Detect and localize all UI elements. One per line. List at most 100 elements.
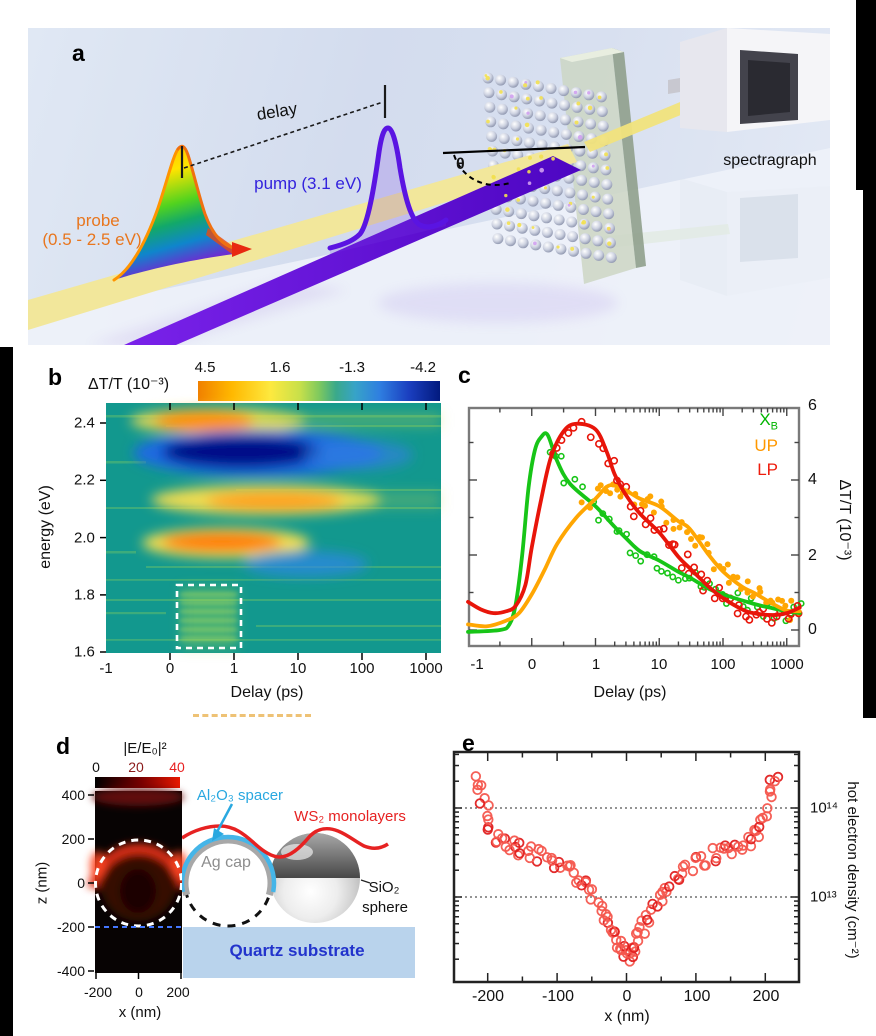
probe-beam [28,144,577,330]
c-xtick: 100 [710,656,736,673]
b-xtick: -1 [99,660,113,677]
e-ytick: 10¹⁴ [810,799,839,817]
b-xtick: 10 [289,660,307,677]
c-ytick: 4 [808,471,817,488]
panel-e-label: e [462,730,475,756]
b-dashed-roi [175,583,243,650]
c-xtick: 1000 [770,656,804,673]
e-xlabel: x (nm) [604,1008,650,1025]
b-cbar-tick: -1.3 [339,359,365,376]
b-cbar-tick: 4.5 [194,359,216,376]
c-axis-ticks [469,408,799,646]
b-heatmap [100,403,441,660]
quartz-label: Quartz substrate [229,941,365,960]
d-xtick: 0 [135,984,143,1000]
frame-bar-right [863,0,876,718]
b-ytick: 1.8 [74,586,95,604]
c-legend-xb: XB [759,410,778,433]
sio2-label-2: sphere [362,899,408,916]
d-xtick: 200 [166,984,190,1000]
c-fit-curves [466,421,802,634]
probe-label: probe [76,211,120,230]
b-cbar-tick: 1.6 [269,359,291,376]
c-xtick: 1 [591,656,601,673]
b-cbar-tick: -4.2 [410,359,436,376]
e-xtick: 100 [683,988,711,1005]
b-xtick: 1 [229,660,239,677]
d-ztick: -400 [56,963,85,979]
ws2-layer-line [182,824,389,859]
frame-bar-left [0,347,13,1036]
panel-c-label: c [458,362,471,388]
c-xtick: 0 [527,656,537,673]
b-ylabel: energy (eV) [37,485,54,569]
panel-a-label: a [72,40,85,66]
d-colorbar-title: |E/E₀|² [123,740,167,757]
c-xtick: -1 [470,656,484,673]
delay-annotation [180,85,387,178]
e-xtick: 200 [752,988,780,1005]
spectrograph-label: spectragraph [723,152,817,169]
d-cbar-tick: 20 [128,759,144,775]
e-ytick: 10¹³ [810,888,837,906]
e-xtick: -200 [471,988,505,1005]
probe-range-label: (0.5 - 2.5 eV) [42,230,142,249]
c-legend-lp: LP [757,460,778,479]
e-ylabel: hot electron density (cm⁻²) [844,781,861,959]
c-ytick: 0 [808,621,817,638]
d-schematic [182,803,415,978]
sio2-sphere [270,833,371,923]
b-axis-ticks [100,403,427,660]
al2o3-label: Al₂O₃ spacer [196,787,284,804]
ag-cap-arc [182,836,275,896]
e-axis-ticks [455,753,798,981]
e-xtick: 0 [622,988,632,1005]
e-xtick: -100 [541,988,575,1005]
d-ztick: -200 [56,919,85,935]
panel-a-schematic: a probe (0.5 - 2.5 eV) pump (3.1 eV) del… [28,28,830,345]
d-xtick: -200 [83,984,113,1000]
spectrograph [668,28,830,132]
c-ytick: 2 [808,547,817,564]
b-colorbar [198,381,440,401]
b-colorbar-title: ΔT/T (10⁻³) [88,376,170,393]
d-ztick: 200 [61,831,85,847]
ag-cap-label: Ag cap [201,854,251,871]
d-ztick: 0 [77,875,85,891]
c-ytick: 6 [808,397,817,414]
b-ytick: 2.2 [74,471,95,489]
d-axis-ticks [88,794,182,979]
b-ytick: 2.0 [74,529,95,547]
d-cbar-tick: 40 [169,759,185,775]
probe-arrowhead [232,242,252,257]
probe-pulse [112,144,252,282]
b-xtick: 0 [165,660,175,677]
pump-beam [124,156,581,345]
quartz-substrate [183,927,415,978]
panel-a-art [28,28,830,345]
e-scatter-points [470,771,784,967]
d-ztick: 400 [61,787,85,803]
ws2-label: WS₂ monolayers [294,808,406,825]
ag-cap-shaded [270,833,360,878]
b-xlabel: Delay (ps) [230,684,304,701]
c-ylabel: ΔT/T (10⁻³) [836,479,853,561]
d-xlabel: x (nm) [118,1004,162,1021]
theta-label: θ [456,156,465,173]
e-plot [452,750,801,984]
d-field-map [87,788,190,979]
pump-pulse [327,125,449,254]
al2o3-arc [182,834,277,893]
theta-annotation [442,145,586,186]
sio2-label-1: SiO₂ [368,879,400,896]
d-zlabel: z (nm) [33,861,51,905]
al2o3-arrow [212,803,234,841]
d-cbar-tick: 0 [92,759,100,775]
b-ytick: 2.4 [74,414,95,432]
panel-b-label: b [48,364,63,390]
c-xtick: 10 [650,656,668,673]
b-xtick: 1000 [409,660,443,677]
pump-label: pump (3.1 eV) [254,174,362,193]
panel-d-label: d [56,733,71,759]
